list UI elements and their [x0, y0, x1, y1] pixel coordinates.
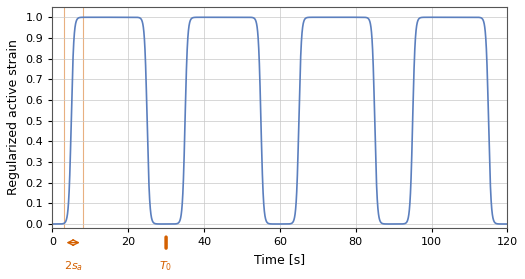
Y-axis label: Regularized active strain: Regularized active strain [7, 40, 20, 196]
Text: $T_0$: $T_0$ [160, 259, 173, 273]
Text: $2s_a$: $2s_a$ [64, 259, 83, 273]
X-axis label: Time [s]: Time [s] [254, 253, 306, 266]
